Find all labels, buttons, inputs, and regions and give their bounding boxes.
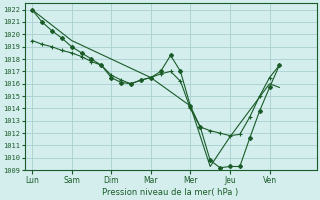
X-axis label: Pression niveau de la mer( hPa ): Pression niveau de la mer( hPa )	[102, 188, 239, 197]
